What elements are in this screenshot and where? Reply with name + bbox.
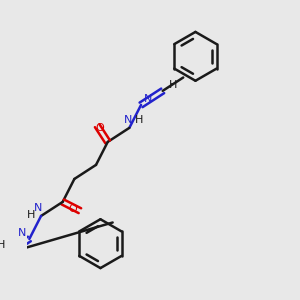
Text: H: H [135, 115, 143, 125]
Text: N: N [124, 115, 132, 125]
Text: N: N [144, 94, 152, 104]
Text: H: H [26, 210, 35, 220]
Text: H: H [0, 240, 5, 250]
Text: O: O [95, 123, 104, 134]
Text: N: N [18, 228, 27, 238]
Text: O: O [69, 203, 77, 214]
Text: H: H [169, 80, 177, 90]
Text: N: N [34, 203, 43, 213]
